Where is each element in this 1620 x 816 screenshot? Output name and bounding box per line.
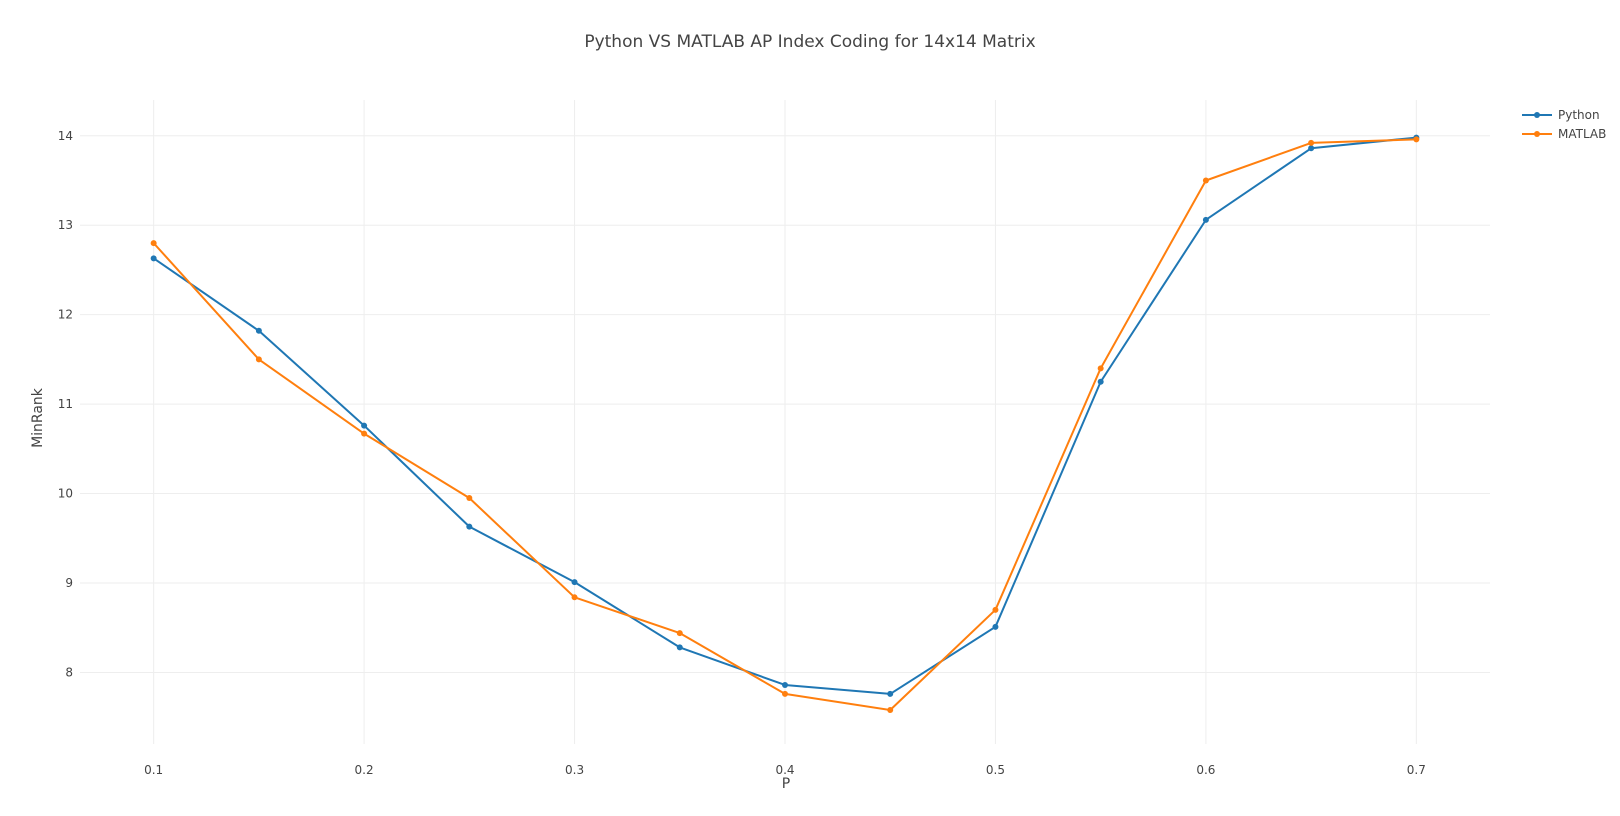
y-tick-label: 13 (58, 218, 73, 232)
data-point-python[interactable] (1202, 216, 1209, 223)
legend-item-python[interactable]: Python (1522, 108, 1600, 122)
x-tick-label: 0.4 (775, 763, 794, 777)
legend-label: MATLAB (1558, 127, 1606, 141)
data-point-matlab[interactable] (676, 630, 683, 637)
legend-swatch-marker (1534, 112, 1540, 118)
data-point-matlab[interactable] (1097, 365, 1104, 372)
data-point-matlab[interactable] (887, 707, 894, 714)
data-point-python[interactable] (466, 523, 473, 530)
data-point-python[interactable] (571, 579, 578, 586)
data-point-matlab[interactable] (1308, 139, 1315, 146)
series-layer[interactable] (150, 134, 1420, 714)
data-point-python[interactable] (1097, 378, 1104, 385)
x-tick-label: 0.2 (355, 763, 374, 777)
x-tick-label: 0.3 (565, 763, 584, 777)
tick-layer: 0.1 0.2 0.3 0.4 0.5 0.6 0.7 8 9 10 11 12 13 14 (58, 129, 1426, 777)
data-point-python[interactable] (676, 644, 683, 651)
data-point-matlab[interactable] (782, 690, 788, 697)
data-point-matlab[interactable] (361, 430, 368, 437)
data-point-python[interactable] (782, 681, 788, 688)
x-tick-label: 0.7 (1407, 763, 1426, 777)
chart-title: Python VS MATLAB AP Index Coding for 14x… (584, 32, 1036, 52)
data-point-matlab[interactable] (1202, 177, 1209, 184)
x-tick-label: 0.5 (986, 763, 1005, 777)
legend-swatch-marker (1534, 131, 1540, 137)
y-tick-label: 14 (58, 129, 73, 143)
x-tick-label: 0.6 (1196, 763, 1215, 777)
data-point-python[interactable] (150, 255, 157, 262)
data-point-matlab[interactable] (992, 606, 999, 613)
data-point-matlab[interactable] (255, 356, 262, 363)
data-point-python[interactable] (992, 623, 999, 630)
legend-item-matlab[interactable]: MATLAB (1522, 127, 1606, 141)
y-tick-label: 8 (65, 665, 73, 679)
data-point-python[interactable] (1308, 145, 1315, 152)
legend[interactable]: Python MATLAB (1522, 108, 1606, 141)
x-tick-label: 0.1 (144, 763, 163, 777)
grid-layer (80, 100, 1490, 744)
data-point-python[interactable] (255, 327, 262, 334)
y-tick-label: 12 (58, 308, 73, 322)
y-tick-label: 9 (65, 576, 73, 590)
data-point-matlab[interactable] (466, 495, 473, 502)
data-point-python[interactable] (361, 422, 368, 429)
data-point-python[interactable] (887, 690, 894, 697)
y-axis-title: MinRank (30, 387, 46, 448)
legend-label: Python (1558, 108, 1600, 122)
data-point-matlab[interactable] (150, 240, 157, 247)
y-tick-label: 10 (58, 487, 73, 501)
y-tick-label: 11 (58, 397, 73, 411)
data-point-matlab[interactable] (571, 594, 578, 601)
series-matlab[interactable] (150, 136, 1420, 714)
data-point-matlab[interactable] (1413, 136, 1420, 143)
x-axis-title: P (782, 776, 790, 792)
